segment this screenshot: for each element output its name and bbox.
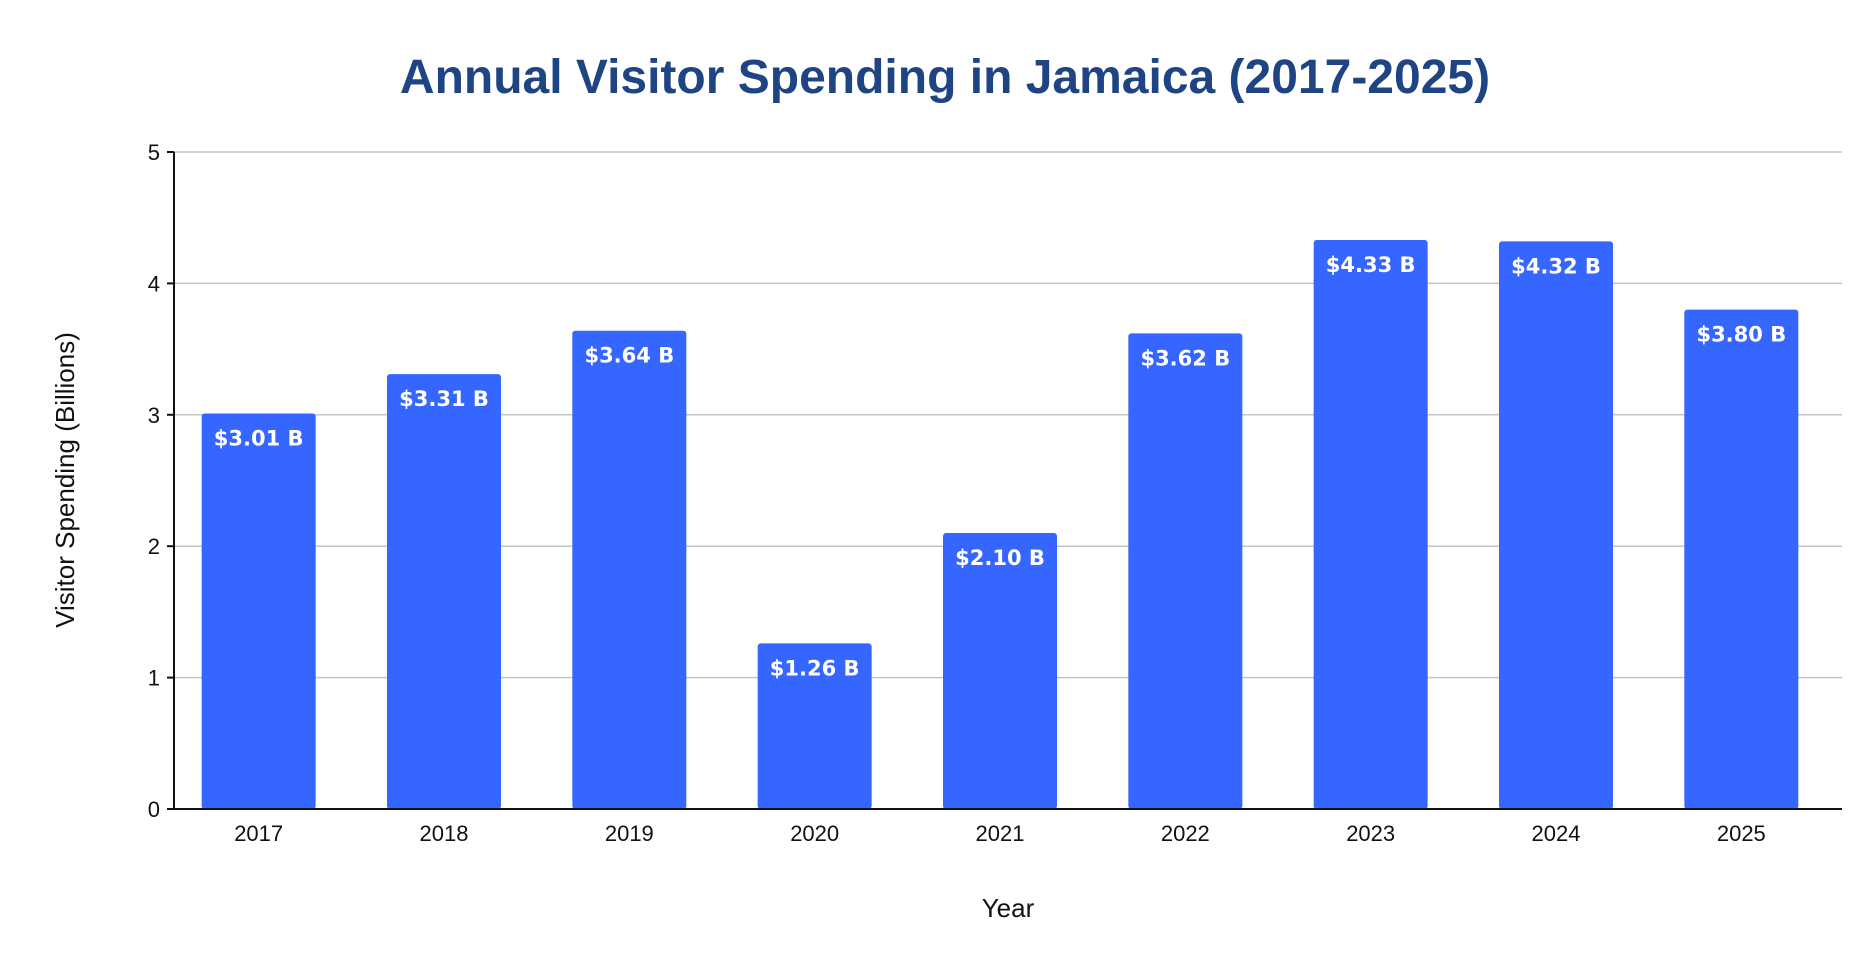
- data-label-2021: $2.10 B: [955, 546, 1045, 570]
- y-axis-title: Visitor Spending (Billions): [50, 332, 80, 628]
- x-tick-label-2025: 2025: [1717, 821, 1766, 846]
- bar-2022: [1128, 333, 1243, 809]
- bar-2024: [1499, 241, 1613, 810]
- data-labels: $3.01 B $3.31 B $3.64 B $1.26 B $2.10 B $3.62…: [214, 253, 1786, 680]
- data-label-2025: $3.80 B: [1696, 323, 1786, 347]
- data-label-2018: $3.31 B: [399, 387, 489, 411]
- data-label-2017: $3.01 B: [214, 426, 304, 450]
- x-tick-label-2023: 2023: [1346, 821, 1395, 846]
- y-tick-label: 5: [148, 140, 160, 165]
- y-tick-label: 4: [148, 271, 160, 296]
- data-label-2020: $1.26 B: [770, 656, 860, 680]
- bar-2019: [572, 330, 687, 809]
- bar-2021: [943, 533, 1057, 809]
- bar-2023: [1313, 240, 1428, 810]
- data-label-2022: $3.62 B: [1140, 346, 1230, 370]
- bar-2017: [201, 413, 316, 809]
- bars: [201, 240, 1799, 810]
- x-tick-label-2024: 2024: [1532, 821, 1581, 846]
- x-tick-label-2017: 2017: [234, 821, 283, 846]
- x-tick-label-2022: 2022: [1161, 821, 1210, 846]
- x-tick-label-2021: 2021: [976, 821, 1025, 846]
- bar-2018: [387, 374, 501, 809]
- data-label-2024: $4.32 B: [1511, 254, 1601, 278]
- y-tick-label: 3: [148, 403, 160, 428]
- data-label-2023: $4.33 B: [1326, 253, 1416, 277]
- x-tick-label-2019: 2019: [605, 821, 654, 846]
- y-tick-label: 0: [148, 797, 160, 822]
- x-axis-title: Year: [982, 893, 1035, 923]
- bar-2025: [1684, 309, 1799, 809]
- x-tick-label-2018: 2018: [420, 821, 469, 846]
- x-tick-label-2020: 2020: [790, 821, 839, 846]
- y-axis-ticks: 0 1 2 3 4 5: [148, 140, 160, 822]
- y-tick-label: 2: [148, 534, 160, 559]
- data-label-2019: $3.64 B: [584, 344, 674, 368]
- bar-2020: [757, 643, 872, 809]
- y-tick-label: 1: [148, 666, 160, 691]
- x-axis-ticks: 2017 2018 2019 2020 2021 2022 2023 2024 2025: [234, 821, 1766, 846]
- chart-title: Annual Visitor Spending in Jamaica (2017…: [400, 51, 1490, 104]
